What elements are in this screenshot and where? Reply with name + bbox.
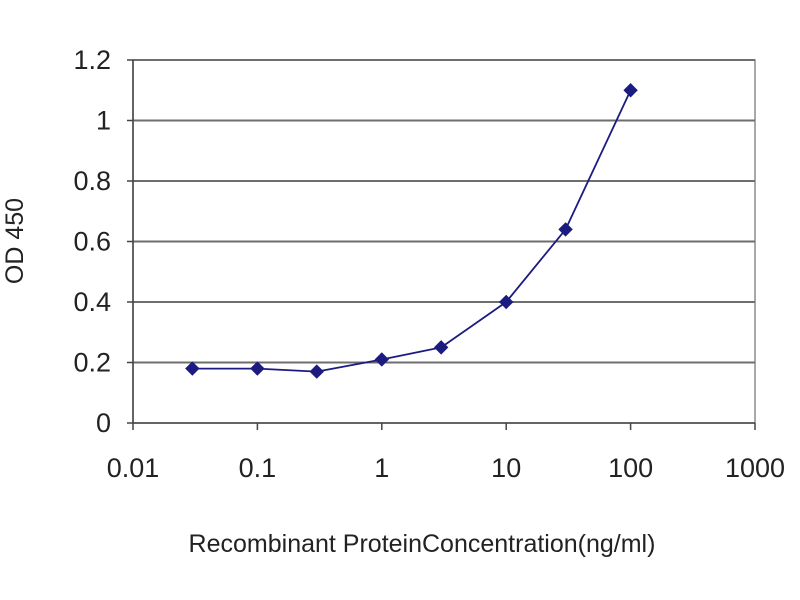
series-layer [185, 83, 638, 379]
y-tick-label: 0.2 [73, 348, 111, 378]
data-point-marker [433, 340, 449, 355]
x-tick-label: 0.01 [107, 453, 160, 483]
grid-lines [133, 59, 755, 364]
y-tick-label: 0.6 [73, 227, 111, 257]
y-tick-label: 0.4 [73, 287, 111, 317]
x-tick-label: 1 [374, 453, 389, 483]
x-tick-label: 10 [491, 453, 521, 483]
x-tick-label: 1000 [725, 453, 785, 483]
y-axis-title: OD 450 [1, 198, 29, 284]
x-tick-label: 100 [608, 453, 653, 483]
y-tick-label: 0 [96, 408, 111, 438]
data-point-marker [558, 222, 573, 237]
y-axis: 0 0.2 0.4 0.6 0.8 1 1.2 [73, 45, 134, 438]
y-tick-label: 1.2 [73, 45, 111, 75]
data-point-marker [374, 352, 390, 367]
data-point-marker [309, 364, 324, 379]
x-axis-title: Recombinant ProteinConcentration(ng/ml) [189, 530, 656, 558]
y-tick-label: 1 [96, 106, 111, 136]
x-tick-label: 0.1 [239, 453, 277, 483]
series-line [192, 89, 632, 373]
x-axis: 0.01 0.1 1 10 100 1000 [107, 422, 785, 483]
data-point-marker [185, 361, 200, 376]
data-point-marker [623, 83, 638, 98]
y-tick-label: 0.8 [73, 166, 111, 196]
data-point-marker [250, 361, 265, 376]
data-point-marker [498, 294, 514, 310]
